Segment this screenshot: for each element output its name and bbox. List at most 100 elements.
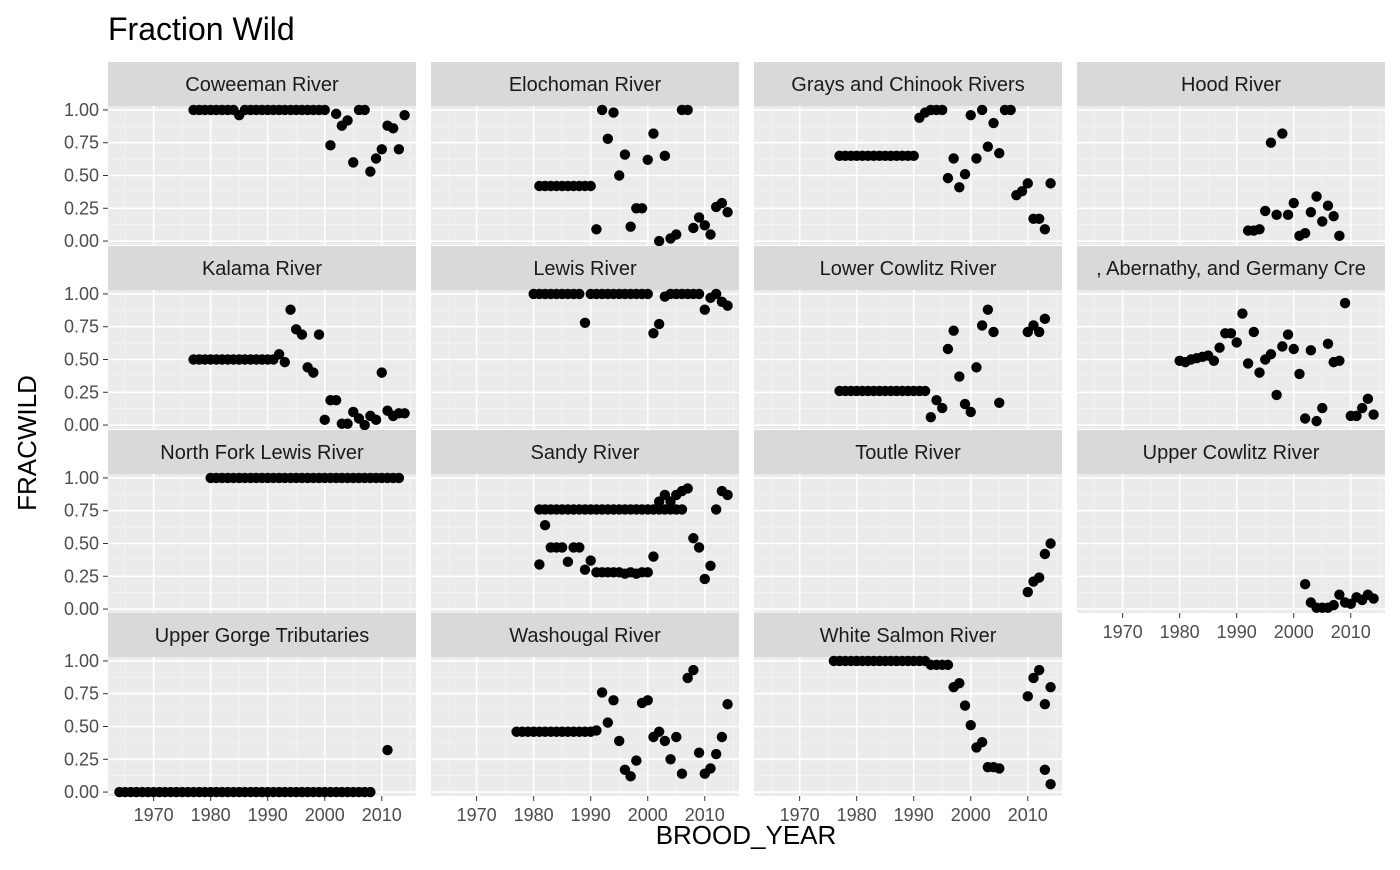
x-axis-title: BROOD_YEAR: [656, 820, 837, 850]
data-point: [1339, 297, 1351, 309]
strip-abernathy-and-germany-cre: [1077, 246, 1385, 290]
chart-title: Fraction Wild: [108, 11, 295, 47]
data-point: [1328, 210, 1339, 222]
data-point: [988, 326, 999, 338]
y-tick-label: 0.25: [64, 749, 99, 769]
strip-coweeman-river: [108, 62, 416, 106]
data-point: [659, 735, 671, 747]
data-point: [279, 356, 291, 368]
data-point: [1045, 681, 1056, 693]
panel-hood-river: Hood River: [1077, 62, 1385, 245]
data-point: [585, 180, 596, 192]
strip-label: North Fork Lewis River: [160, 442, 364, 464]
data-point: [1311, 191, 1322, 202]
panel-lower-cowlitz-river: Lower Cowlitz River: [754, 246, 1062, 429]
data-point: [653, 318, 665, 330]
data-point: [1305, 207, 1317, 218]
panel-toutle-river: Toutle River: [754, 430, 1062, 613]
data-point: [959, 168, 971, 180]
data-point: [688, 664, 699, 676]
y-tick-label: 1.00: [64, 651, 99, 671]
y-tick-label: 0.00: [64, 415, 99, 435]
strip-toutle-river: [754, 430, 1062, 474]
strip-kalama-river: [108, 246, 416, 290]
data-point: [382, 744, 393, 756]
data-point: [1033, 572, 1045, 583]
data-point: [285, 304, 296, 315]
data-point: [1039, 699, 1051, 710]
data-point: [954, 371, 965, 382]
data-point: [393, 472, 405, 484]
data-point: [982, 141, 994, 152]
data-point: [625, 221, 636, 232]
data-point: [1265, 349, 1277, 360]
data-point: [693, 212, 705, 223]
x-tick-label: 2000: [628, 805, 668, 825]
data-point: [562, 556, 574, 568]
y-tick-label: 1.00: [64, 100, 99, 120]
panel-kalama-river: Kalama River 0.00 0.25 0.50 0.75 1.00: [64, 246, 416, 435]
strip-label: Elochoman River: [509, 74, 662, 96]
y-tick-label: 0.25: [64, 198, 99, 218]
data-point: [642, 695, 653, 706]
data-point: [994, 397, 1005, 408]
data-point: [982, 304, 994, 315]
data-point: [699, 220, 710, 231]
data-point: [682, 104, 693, 116]
data-point: [1282, 329, 1294, 340]
panel-white-salmon-river: White Salmon River 1970 1980 1990 2000 2010: [754, 613, 1062, 825]
data-point: [342, 115, 353, 126]
panel-upper-cowlitz-river: Upper Cowlitz River 1970 1980 1990 2000 2010: [1077, 430, 1385, 642]
y-tick-label: 0.25: [64, 566, 99, 586]
data-point: [954, 678, 965, 689]
data-point: [976, 104, 988, 116]
strip-label: Grays and Chinook Rivers: [791, 74, 1024, 96]
x-tick-label: 1970: [780, 805, 820, 825]
data-point: [1237, 308, 1248, 319]
panels-layer: Coweeman River 0.00 0.25 0.50 0.75 1.00 Elocho…: [64, 62, 1385, 825]
data-point: [1028, 672, 1039, 684]
data-point: [1368, 409, 1379, 420]
data-point: [348, 157, 359, 168]
data-point: [693, 288, 705, 300]
data-point: [365, 786, 376, 798]
data-point: [710, 748, 722, 760]
data-point: [1039, 548, 1051, 560]
data-point: [539, 519, 551, 531]
data-point: [636, 203, 648, 214]
y-tick-label: 0.00: [64, 782, 99, 802]
y-tick-label: 0.50: [64, 534, 99, 554]
data-point: [919, 385, 931, 397]
data-point: [1039, 313, 1051, 325]
x-tick-label: 1980: [837, 805, 877, 825]
y-tick-label: 0.25: [64, 382, 99, 402]
data-point: [370, 153, 382, 164]
data-point: [370, 414, 382, 426]
y-tick-label: 0.00: [64, 599, 99, 619]
data-point: [682, 672, 693, 684]
data-point: [579, 317, 591, 328]
data-point: [705, 229, 716, 240]
data-point: [1271, 389, 1282, 401]
data-point: [1039, 764, 1051, 775]
strip-label: Washougal River: [509, 625, 661, 647]
y-tick-label: 0.75: [64, 133, 99, 153]
data-point: [1214, 342, 1225, 353]
data-point: [1334, 589, 1345, 600]
strip-lewis-river: [431, 246, 739, 290]
panel-upper-gorge-tributaries: Upper Gorge Tributaries 0.00 0.25 0.50 0.75 1…: [64, 613, 416, 825]
data-point: [1294, 368, 1305, 380]
data-point: [653, 726, 665, 737]
data-point: [716, 731, 728, 743]
strip-label: Sandy River: [531, 442, 640, 464]
data-point: [971, 362, 982, 373]
x-tick-label: 2000: [951, 805, 991, 825]
data-point: [376, 144, 387, 155]
data-point: [931, 394, 942, 406]
data-point: [296, 329, 308, 340]
data-point: [1033, 326, 1045, 338]
strip-north-fork-lewis-river: [108, 430, 416, 474]
data-point: [1254, 224, 1265, 235]
data-point: [1351, 410, 1362, 422]
